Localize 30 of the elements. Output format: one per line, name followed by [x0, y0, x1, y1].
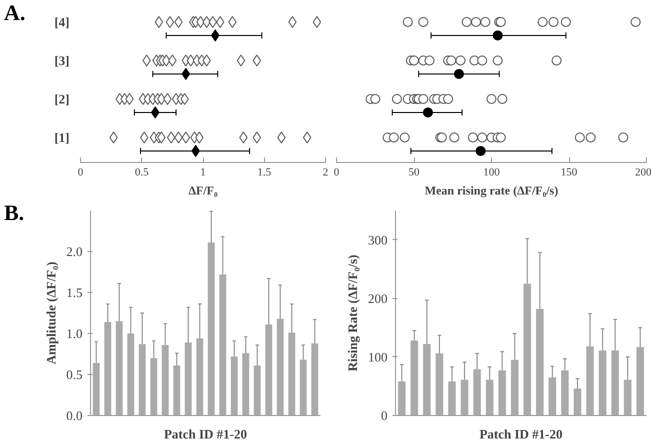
x-tick-label: 50	[408, 166, 420, 178]
y-tick-label: [1]	[54, 130, 70, 145]
y-tick-label: 0.0	[66, 408, 82, 423]
y-tick-label: 0	[381, 408, 388, 423]
y-tick-label: 2.0	[66, 244, 82, 259]
y-tick-label: 300	[368, 232, 388, 248]
y-tick-label: [4]	[54, 14, 70, 30]
y-axis-title: Rising Rate (ΔF/F₀/s)	[345, 254, 360, 372]
text: B.	[4, 200, 26, 226]
x-tick-label: 1.5	[257, 166, 272, 178]
y-tick-label: 1.5	[66, 285, 82, 300]
y-tick-label: 0.5	[66, 367, 82, 382]
x-axis-title: Patch ID #1-20	[164, 426, 248, 442]
y-tick-label: 1.0	[66, 326, 82, 341]
x-axis-title: Mean rising rate (ΔF/F₀/s)	[424, 184, 558, 198]
text: A.	[4, 0, 26, 26]
y-tick-label: 100	[368, 349, 388, 364]
x-tick-label: 200	[635, 166, 651, 178]
x-axis-title: Patch ID #1-20	[479, 426, 563, 442]
x-tick-label: 1	[200, 166, 206, 178]
y-tick-label: [2]	[54, 91, 70, 106]
y-axis-title: Amplitude (ΔF/F₀)	[43, 262, 58, 364]
x-tick-label: 0	[334, 166, 340, 178]
x-tick-label: 2	[322, 166, 328, 178]
y-tick-label: [3]	[54, 52, 70, 68]
x-tick-label: 150	[560, 166, 578, 178]
x-tick-label: 0.5	[134, 166, 150, 178]
x-axis-title: ΔF/F₀	[188, 184, 218, 198]
x-tick-label: 100	[483, 166, 500, 178]
y-tick-label: 200	[368, 290, 388, 306]
